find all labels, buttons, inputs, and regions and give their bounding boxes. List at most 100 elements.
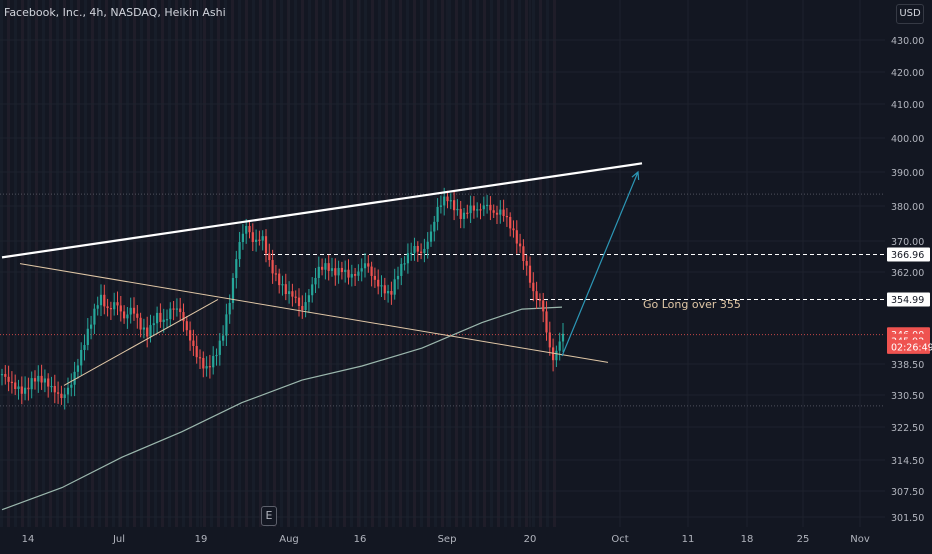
candle[interactable] bbox=[456, 208, 459, 211]
candle[interactable] bbox=[228, 302, 231, 315]
candle[interactable] bbox=[307, 295, 310, 303]
candle[interactable] bbox=[548, 332, 551, 348]
candle[interactable] bbox=[202, 357, 205, 369]
candle[interactable] bbox=[106, 306, 109, 309]
candle[interactable] bbox=[284, 284, 287, 295]
candle[interactable] bbox=[327, 263, 330, 271]
candle[interactable] bbox=[159, 312, 162, 322]
candle[interactable] bbox=[70, 384, 73, 388]
candle[interactable] bbox=[413, 245, 416, 253]
candle[interactable] bbox=[123, 311, 126, 319]
candle[interactable] bbox=[469, 205, 472, 214]
candle[interactable] bbox=[215, 354, 218, 357]
candle[interactable] bbox=[20, 386, 23, 394]
candle[interactable] bbox=[4, 374, 7, 377]
candle[interactable] bbox=[354, 274, 357, 276]
candle[interactable] bbox=[512, 228, 515, 231]
candle[interactable] bbox=[17, 386, 20, 390]
candle[interactable] bbox=[340, 267, 343, 273]
candle[interactable] bbox=[43, 378, 46, 383]
candle[interactable] bbox=[288, 291, 291, 295]
candle[interactable] bbox=[86, 328, 89, 346]
candle[interactable] bbox=[83, 345, 86, 350]
candle[interactable] bbox=[126, 314, 129, 319]
candle[interactable] bbox=[208, 366, 211, 368]
candle[interactable] bbox=[93, 308, 96, 325]
drawings-layer[interactable] bbox=[1, 162, 643, 386]
candle[interactable] bbox=[60, 393, 63, 399]
candle[interactable] bbox=[297, 297, 301, 307]
candle[interactable] bbox=[222, 335, 225, 341]
candle[interactable] bbox=[393, 279, 396, 295]
candle[interactable] bbox=[136, 313, 139, 318]
candle[interactable] bbox=[479, 209, 482, 211]
candle[interactable] bbox=[235, 259, 238, 278]
candle[interactable] bbox=[387, 290, 390, 294]
candle[interactable] bbox=[436, 206, 439, 222]
candle[interactable] bbox=[515, 230, 518, 244]
candle[interactable] bbox=[139, 317, 142, 330]
candle[interactable] bbox=[30, 378, 33, 390]
candle[interactable] bbox=[390, 290, 393, 295]
candle[interactable] bbox=[80, 349, 83, 366]
candle[interactable] bbox=[238, 242, 241, 260]
candle[interactable] bbox=[231, 277, 235, 303]
candle[interactable] bbox=[218, 340, 221, 355]
candle[interactable] bbox=[90, 324, 93, 329]
candle[interactable] bbox=[449, 200, 452, 202]
candle[interactable] bbox=[195, 345, 198, 358]
candle[interactable] bbox=[542, 300, 545, 312]
candle[interactable] bbox=[380, 285, 383, 287]
candle[interactable] bbox=[182, 312, 185, 322]
candle[interactable] bbox=[528, 265, 532, 283]
candle[interactable] bbox=[258, 239, 261, 241]
candle[interactable] bbox=[509, 216, 512, 229]
projection-arrow[interactable] bbox=[561, 171, 639, 357]
candle[interactable] bbox=[165, 319, 169, 321]
candle[interactable] bbox=[420, 251, 423, 253]
candle[interactable] bbox=[175, 308, 178, 310]
candle[interactable] bbox=[129, 307, 132, 315]
candle[interactable] bbox=[113, 302, 116, 310]
candle[interactable] bbox=[146, 327, 149, 337]
candle[interactable] bbox=[561, 333, 565, 342]
price-axis-ticks[interactable]: 430.00 420.00 410.00 400.00 390.00 380.00 370.… bbox=[891, 36, 924, 524]
rising-support-trendline[interactable] bbox=[63, 299, 219, 386]
candles-layer[interactable] bbox=[0, 187, 565, 410]
candle[interactable] bbox=[426, 241, 429, 249]
candle[interactable] bbox=[373, 275, 376, 280]
candle[interactable] bbox=[57, 392, 60, 394]
candle[interactable] bbox=[321, 266, 324, 270]
candle[interactable] bbox=[264, 236, 268, 254]
candle[interactable] bbox=[486, 204, 489, 207]
candle[interactable] bbox=[274, 273, 277, 275]
candle[interactable] bbox=[492, 210, 495, 213]
candle[interactable] bbox=[53, 385, 56, 393]
candle[interactable] bbox=[119, 305, 122, 312]
candle[interactable] bbox=[466, 212, 469, 214]
candle[interactable] bbox=[443, 196, 446, 206]
candle[interactable] bbox=[363, 263, 367, 269]
currency-badge[interactable]: USD bbox=[896, 4, 924, 24]
candle[interactable] bbox=[189, 330, 192, 341]
candle[interactable] bbox=[149, 325, 152, 337]
candle[interactable] bbox=[410, 252, 413, 255]
candle[interactable] bbox=[271, 260, 274, 274]
candle[interactable] bbox=[403, 263, 406, 265]
candle[interactable] bbox=[406, 253, 409, 264]
candle[interactable] bbox=[99, 294, 103, 306]
candle[interactable] bbox=[103, 294, 106, 307]
candle[interactable] bbox=[63, 394, 66, 399]
candle[interactable] bbox=[198, 357, 202, 359]
candle[interactable] bbox=[47, 378, 50, 387]
candle[interactable] bbox=[558, 341, 561, 351]
candle[interactable] bbox=[73, 371, 76, 385]
candle[interactable] bbox=[350, 274, 353, 278]
candle[interactable] bbox=[535, 291, 538, 300]
candle[interactable] bbox=[522, 246, 525, 262]
candle[interactable] bbox=[367, 263, 370, 267]
candle[interactable] bbox=[334, 268, 337, 276]
candle[interactable] bbox=[311, 284, 314, 296]
